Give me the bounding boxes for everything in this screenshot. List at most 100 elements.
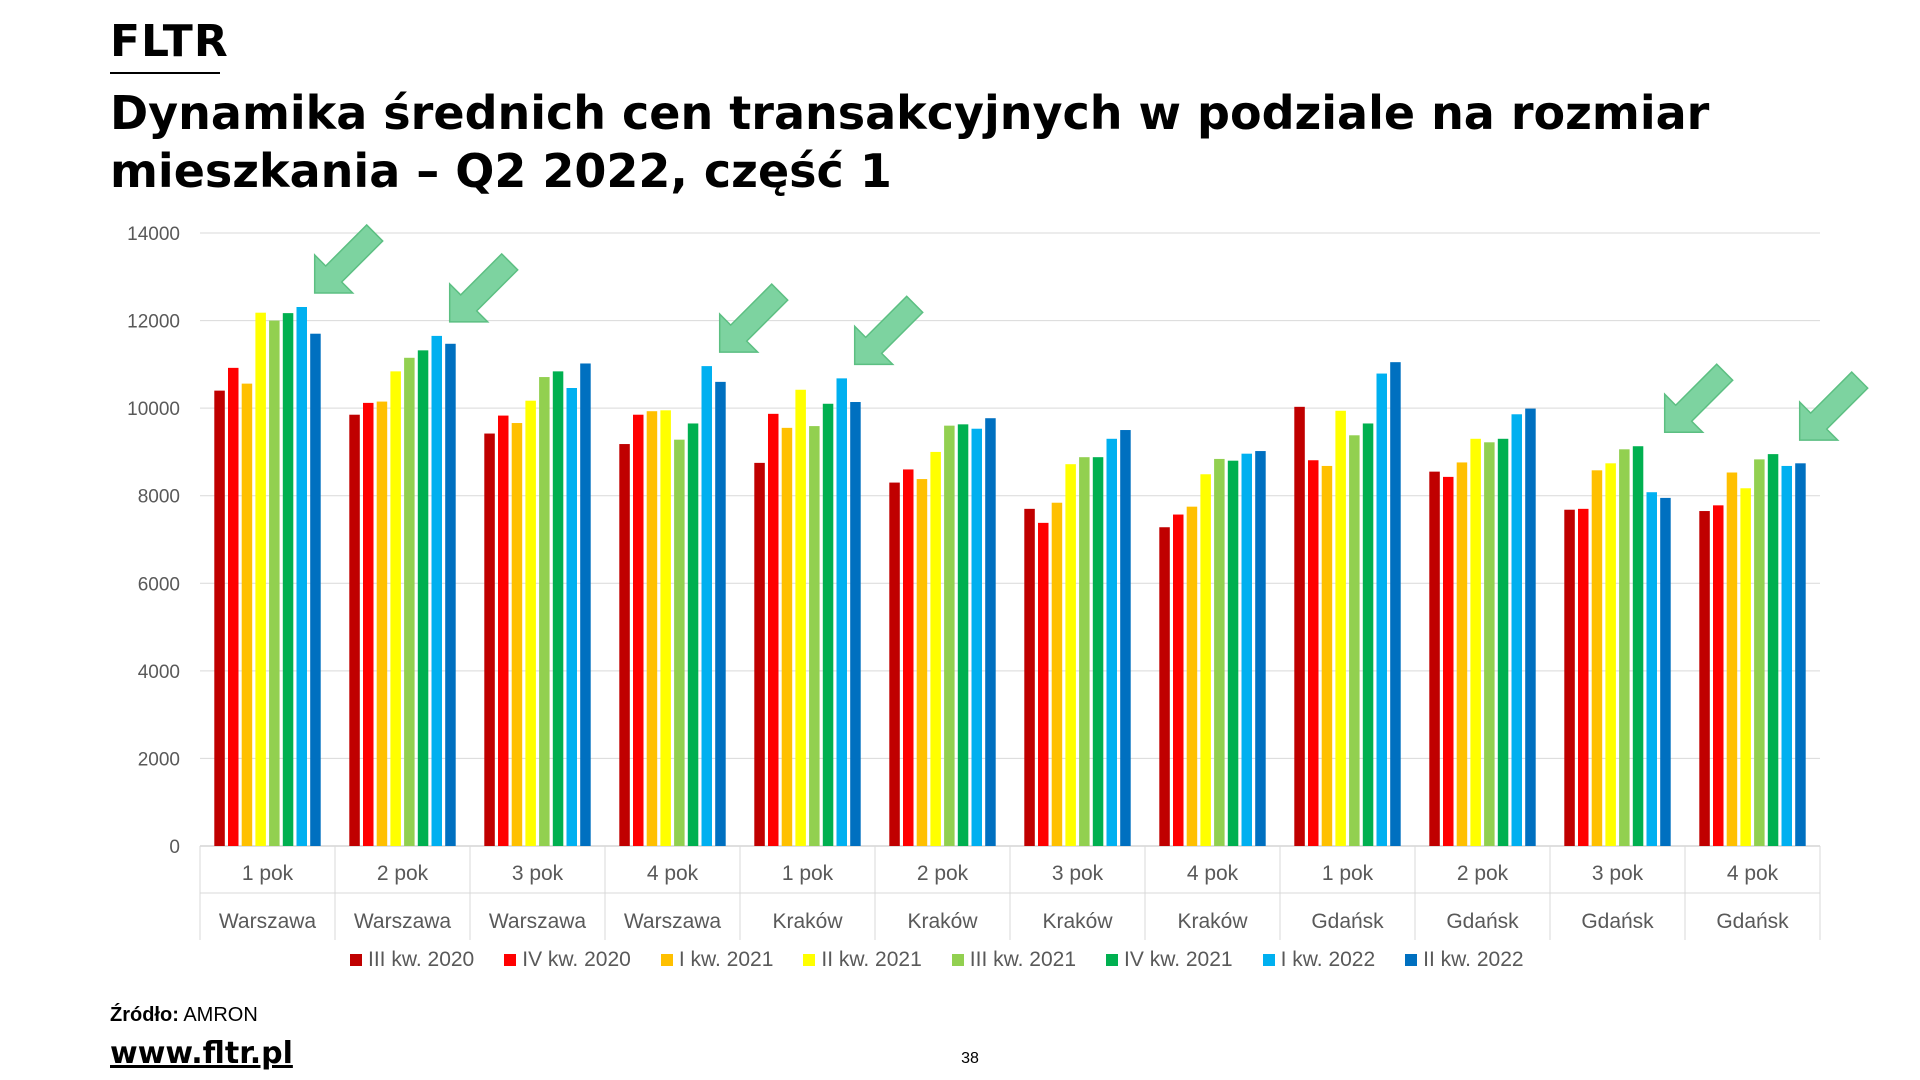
legend-label: IV kw. 2021: [1124, 948, 1233, 971]
bar: [539, 377, 550, 846]
bar: [349, 414, 360, 846]
x-tick-label-city: Gdańsk: [1581, 910, 1654, 933]
bar: [944, 425, 955, 846]
legend-label: I kw. 2021: [678, 948, 774, 971]
bar: [754, 462, 765, 846]
legend-label: II kw. 2021: [821, 948, 922, 971]
bar: [566, 388, 577, 846]
legend-label: II kw. 2022: [1423, 948, 1524, 971]
bar: [1065, 464, 1076, 846]
bar: [228, 367, 239, 846]
bar: [1795, 463, 1806, 846]
bar: [633, 414, 644, 846]
bar: [795, 389, 806, 846]
bar: [214, 390, 225, 846]
bar: [1120, 430, 1131, 846]
website-link[interactable]: www.fltr.pl: [110, 1036, 293, 1071]
x-tick-label-room: 4 pok: [1187, 862, 1239, 885]
bar: [646, 411, 658, 846]
bar: [1646, 492, 1657, 846]
arrow-annotation-icon: [853, 295, 924, 366]
source-note: Źródło: AMRON: [110, 1004, 258, 1027]
chart-legend: III kw. 2020 IV kw. 2020 I kw. 2021 II kw. …: [350, 948, 1650, 972]
y-tick-label: 0: [169, 837, 180, 858]
legend-swatch: [1262, 954, 1275, 966]
y-tick-label: 4000: [138, 662, 180, 683]
bar: [1564, 509, 1575, 846]
x-tick-label-room: 3 pok: [1052, 862, 1104, 885]
bar: [1619, 449, 1630, 846]
x-tick-label-room: 1 pok: [782, 862, 834, 885]
y-tick-label: 6000: [138, 574, 180, 595]
x-tick-label-city: Warszawa: [219, 910, 317, 933]
x-tick-label-room: 3 pok: [512, 862, 564, 885]
bar: [957, 424, 969, 846]
bar: [1456, 462, 1468, 846]
bar: [1699, 511, 1710, 846]
legend-item: IV kw. 2021: [1106, 948, 1233, 972]
legend-label: IV kw. 2020: [522, 948, 631, 971]
source-label: Źródło:: [110, 1004, 179, 1026]
bar: [552, 371, 564, 846]
page-number: 38: [961, 1050, 979, 1067]
bar: [1511, 414, 1522, 846]
y-tick-label: 8000: [138, 487, 180, 508]
bar: [768, 413, 779, 846]
bar: [1740, 488, 1751, 846]
bar: [1200, 474, 1211, 846]
legend-item: I kw. 2022: [1262, 948, 1376, 972]
x-tick-label-city: Warszawa: [354, 910, 452, 933]
bar: [417, 350, 429, 846]
bar: [1525, 408, 1536, 846]
bar: [715, 381, 726, 846]
bar: [1214, 458, 1225, 846]
legend-swatch: [951, 954, 964, 966]
bar: [431, 335, 442, 846]
bar: [390, 371, 401, 846]
x-tick-label-city: Warszawa: [489, 910, 587, 933]
x-tick-label-room: 2 pok: [1457, 862, 1509, 885]
bar: [809, 426, 820, 846]
source-value: AMRON: [183, 1004, 258, 1026]
bar: [822, 403, 834, 846]
bar: [1497, 438, 1509, 846]
legend-swatch: [803, 954, 816, 966]
legend-label: III kw. 2020: [368, 948, 475, 971]
legend-label: I kw. 2022: [1280, 948, 1376, 971]
bar: [1106, 438, 1117, 846]
bar: [1578, 508, 1589, 846]
bar: [269, 320, 280, 847]
x-tick-label-room: 1 pok: [242, 862, 294, 885]
x-tick-label-city: Gdańsk: [1716, 910, 1789, 933]
bar: [1362, 423, 1374, 846]
bar: [1781, 465, 1792, 846]
bar: [404, 357, 415, 846]
bar: [1713, 505, 1724, 846]
arrow-annotation-icon: [718, 283, 789, 353]
bar: [1429, 471, 1440, 846]
bar: [1038, 522, 1049, 846]
legend-swatch: [660, 954, 673, 966]
bar: [1660, 497, 1671, 846]
bar: [1335, 410, 1346, 846]
bar: [363, 402, 374, 846]
legend-item: III kw. 2020: [350, 948, 474, 972]
bar: [1186, 506, 1198, 846]
bar: [1294, 406, 1305, 846]
arrow-annotation-icon: [1798, 371, 1869, 441]
bar: [1079, 457, 1090, 846]
bar: [445, 343, 456, 846]
x-tick-label-room: 3 pok: [1592, 862, 1644, 885]
bar: [282, 313, 294, 846]
x-tick-label-room: 4 pok: [647, 862, 699, 885]
legend-item: IV kw. 2020: [504, 948, 631, 972]
brand-logo: FLTR: [110, 16, 229, 67]
x-tick-label-room: 1 pok: [1322, 862, 1374, 885]
bar: [687, 423, 699, 846]
bar: [1484, 442, 1495, 846]
bar: [619, 444, 630, 846]
bar: [781, 427, 793, 846]
x-tick-label-city: Gdańsk: [1446, 910, 1519, 933]
legend-swatch: [1405, 954, 1418, 966]
